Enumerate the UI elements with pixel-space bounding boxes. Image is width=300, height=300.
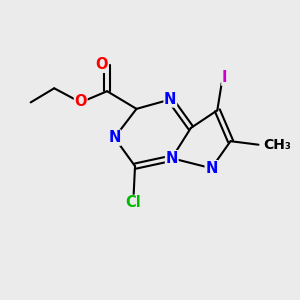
Text: Cl: Cl <box>126 195 141 210</box>
Text: N: N <box>166 151 178 166</box>
Text: O: O <box>74 94 87 109</box>
Text: N: N <box>108 130 121 145</box>
Text: I: I <box>222 70 227 85</box>
Text: N: N <box>205 161 218 176</box>
Text: O: O <box>96 57 108 72</box>
Text: CH₃: CH₃ <box>263 138 291 152</box>
Text: N: N <box>164 92 176 107</box>
